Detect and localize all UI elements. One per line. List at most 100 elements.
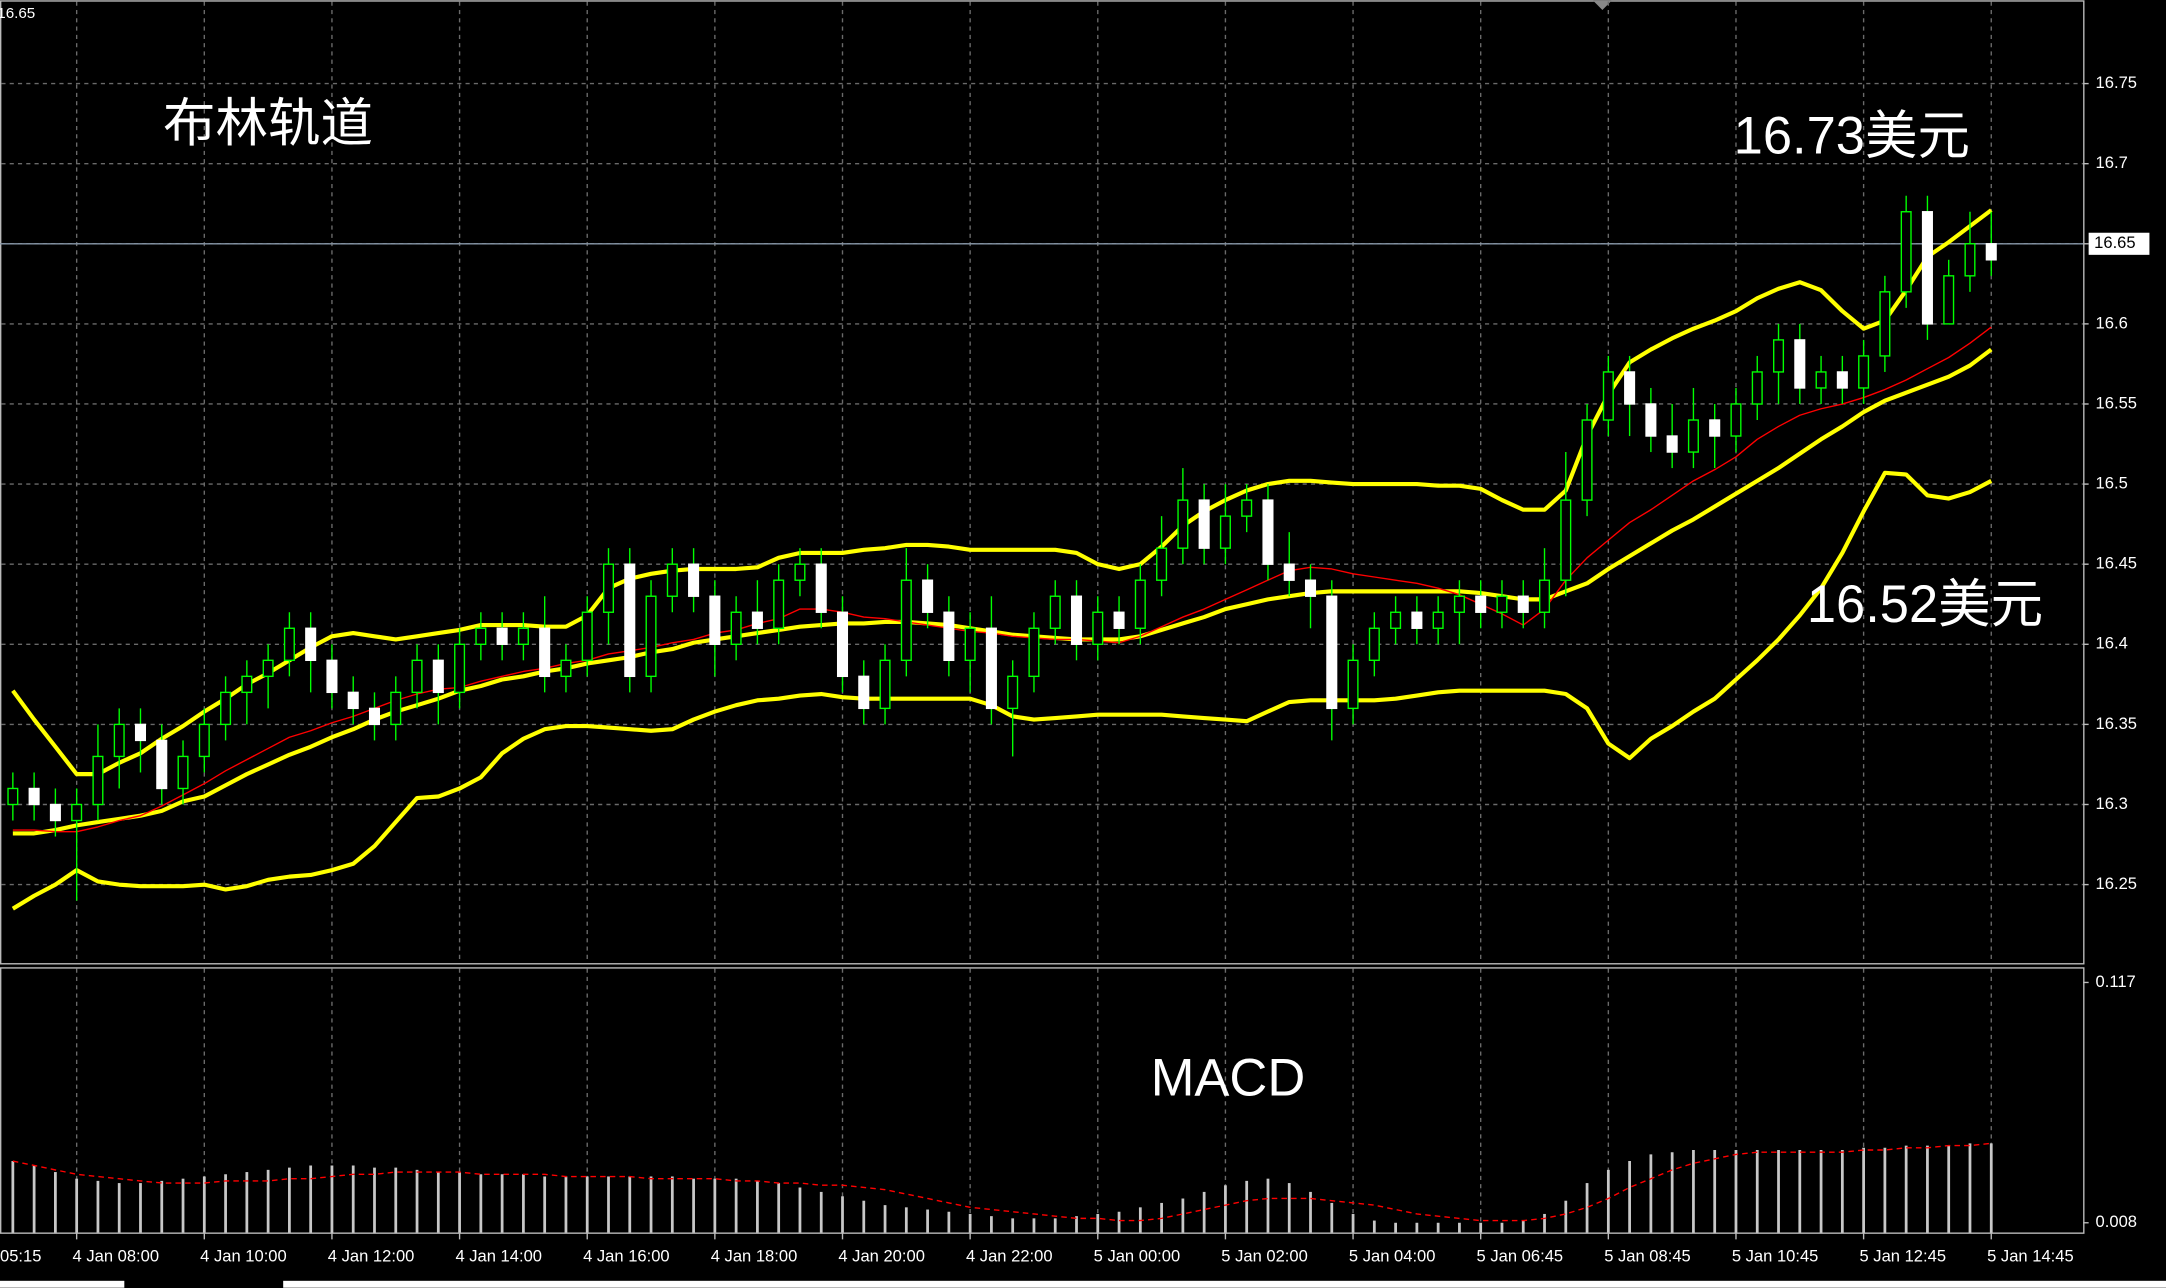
candle-body [49, 803, 61, 822]
candle-body [624, 563, 636, 678]
x-tick-label: 5 Jan 00:00 [1094, 1247, 1181, 1266]
macd-panel-frame [0, 967, 2085, 1234]
y-tick-label: 0.117 [2096, 972, 2136, 991]
x-tick-label: 4 Jan 22:00 [966, 1247, 1053, 1266]
candle-body [177, 755, 189, 790]
band-line [11, 208, 1993, 777]
candle-body [1411, 611, 1423, 629]
candle-body [517, 627, 529, 645]
candle-body [560, 659, 572, 678]
candle-body [1517, 595, 1529, 613]
candle-body [496, 627, 508, 645]
candle-body [858, 675, 870, 710]
top-price: 16.65 [0, 5, 35, 22]
y-tick-label: 16.5 [2096, 473, 2128, 492]
y-tick-label: 16.7 [2096, 153, 2128, 172]
marks [0, 195, 2084, 1233]
candle-body [709, 595, 721, 645]
candle-body [943, 611, 955, 662]
candle-body [220, 691, 232, 726]
candle-body [134, 723, 147, 742]
candle-body [326, 659, 338, 694]
panel-title: MACD [1151, 1049, 1306, 1108]
candle-body [411, 659, 423, 694]
candle-body [1709, 419, 1721, 437]
candle-body [1751, 371, 1763, 405]
tab[interactable] [0, 1280, 125, 1288]
candle-body [730, 611, 742, 645]
x-tick-label: 4 Jan 20:00 [838, 1247, 925, 1266]
candle-body [1198, 499, 1210, 549]
candle-body [1985, 243, 1997, 261]
candle-body [1347, 659, 1359, 710]
candle-body [1879, 291, 1891, 357]
candle-body [1283, 563, 1295, 581]
candle-body [368, 707, 381, 726]
candle-body [1113, 611, 1125, 629]
candle-body [1858, 355, 1870, 389]
candle-body [28, 787, 40, 806]
candle-body [1560, 499, 1572, 581]
candle-body [241, 675, 253, 694]
candle-body [1900, 211, 1912, 293]
x-tick-label: 5 Jan 10:45 [1732, 1247, 1819, 1266]
candle-body [262, 659, 274, 678]
candle-body [305, 627, 317, 662]
candle-body [1964, 243, 1976, 277]
candle-body [1177, 499, 1189, 549]
candle-body [454, 643, 466, 694]
x-tick-label: 4 Jan 08:00 [73, 1247, 160, 1266]
y-tick-label: 16.6 [2096, 313, 2128, 332]
annotation: 16.73美元 [1734, 107, 1970, 166]
x-tick-label: 4 Jan 14:00 [455, 1247, 542, 1266]
candle-body [1219, 515, 1231, 549]
candle-body [1602, 371, 1614, 421]
candle-body [1624, 371, 1636, 405]
shift-marker [1592, 0, 1613, 10]
candle-body [390, 691, 402, 726]
candle-body [1475, 595, 1487, 613]
candle-body [1538, 579, 1551, 613]
candle-body [964, 627, 976, 662]
candle-body [539, 627, 551, 678]
annotation: 16.52美元 [1807, 575, 2043, 634]
candle-body [688, 563, 700, 597]
y-tick-label: 0.008 [2096, 1212, 2137, 1231]
candle-body [922, 579, 934, 613]
candle-body [602, 563, 615, 613]
candle-body [347, 691, 359, 710]
candle-body [985, 627, 997, 710]
candle-body [71, 803, 83, 822]
candle-body [1304, 579, 1317, 597]
y-tick-label: 16.55 [2096, 393, 2137, 412]
price-tag-label: 16.65 [2094, 233, 2135, 252]
candle-body [1262, 499, 1274, 565]
x-tick-label: 5 Jan 14:45 [1987, 1247, 2074, 1266]
x-tick-label: 5 Jan 02:00 [1221, 1247, 1308, 1266]
candle-body [1794, 339, 1806, 389]
candle-body [156, 739, 168, 790]
y-tick-label: 16.4 [2096, 634, 2128, 653]
candle-body [198, 723, 210, 758]
candle-body [1028, 627, 1040, 678]
candle-body [1368, 627, 1380, 662]
candle-body [1730, 403, 1742, 437]
y-tick-label: 16.25 [2096, 874, 2137, 893]
candle-body [751, 611, 763, 629]
candle-body [794, 563, 806, 581]
x-tick-label: 4 Jan 10:00 [200, 1247, 287, 1266]
x-tick-label: 5 Jan 04:00 [1349, 1247, 1436, 1266]
band-line [12, 347, 1993, 836]
x-tick-label: 5 Jan 06:45 [1477, 1247, 1564, 1266]
candle-body [836, 611, 849, 678]
y-tick-label: 16.3 [2096, 794, 2128, 813]
candle-body [773, 579, 785, 629]
y-tick-label: 16.45 [2096, 554, 2137, 573]
band-line [11, 470, 1993, 911]
candle-body [1836, 371, 1848, 389]
candle-body [1645, 403, 1657, 437]
candle-body [113, 723, 125, 758]
band-line [12, 326, 1992, 833]
candle-body [1496, 595, 1508, 613]
